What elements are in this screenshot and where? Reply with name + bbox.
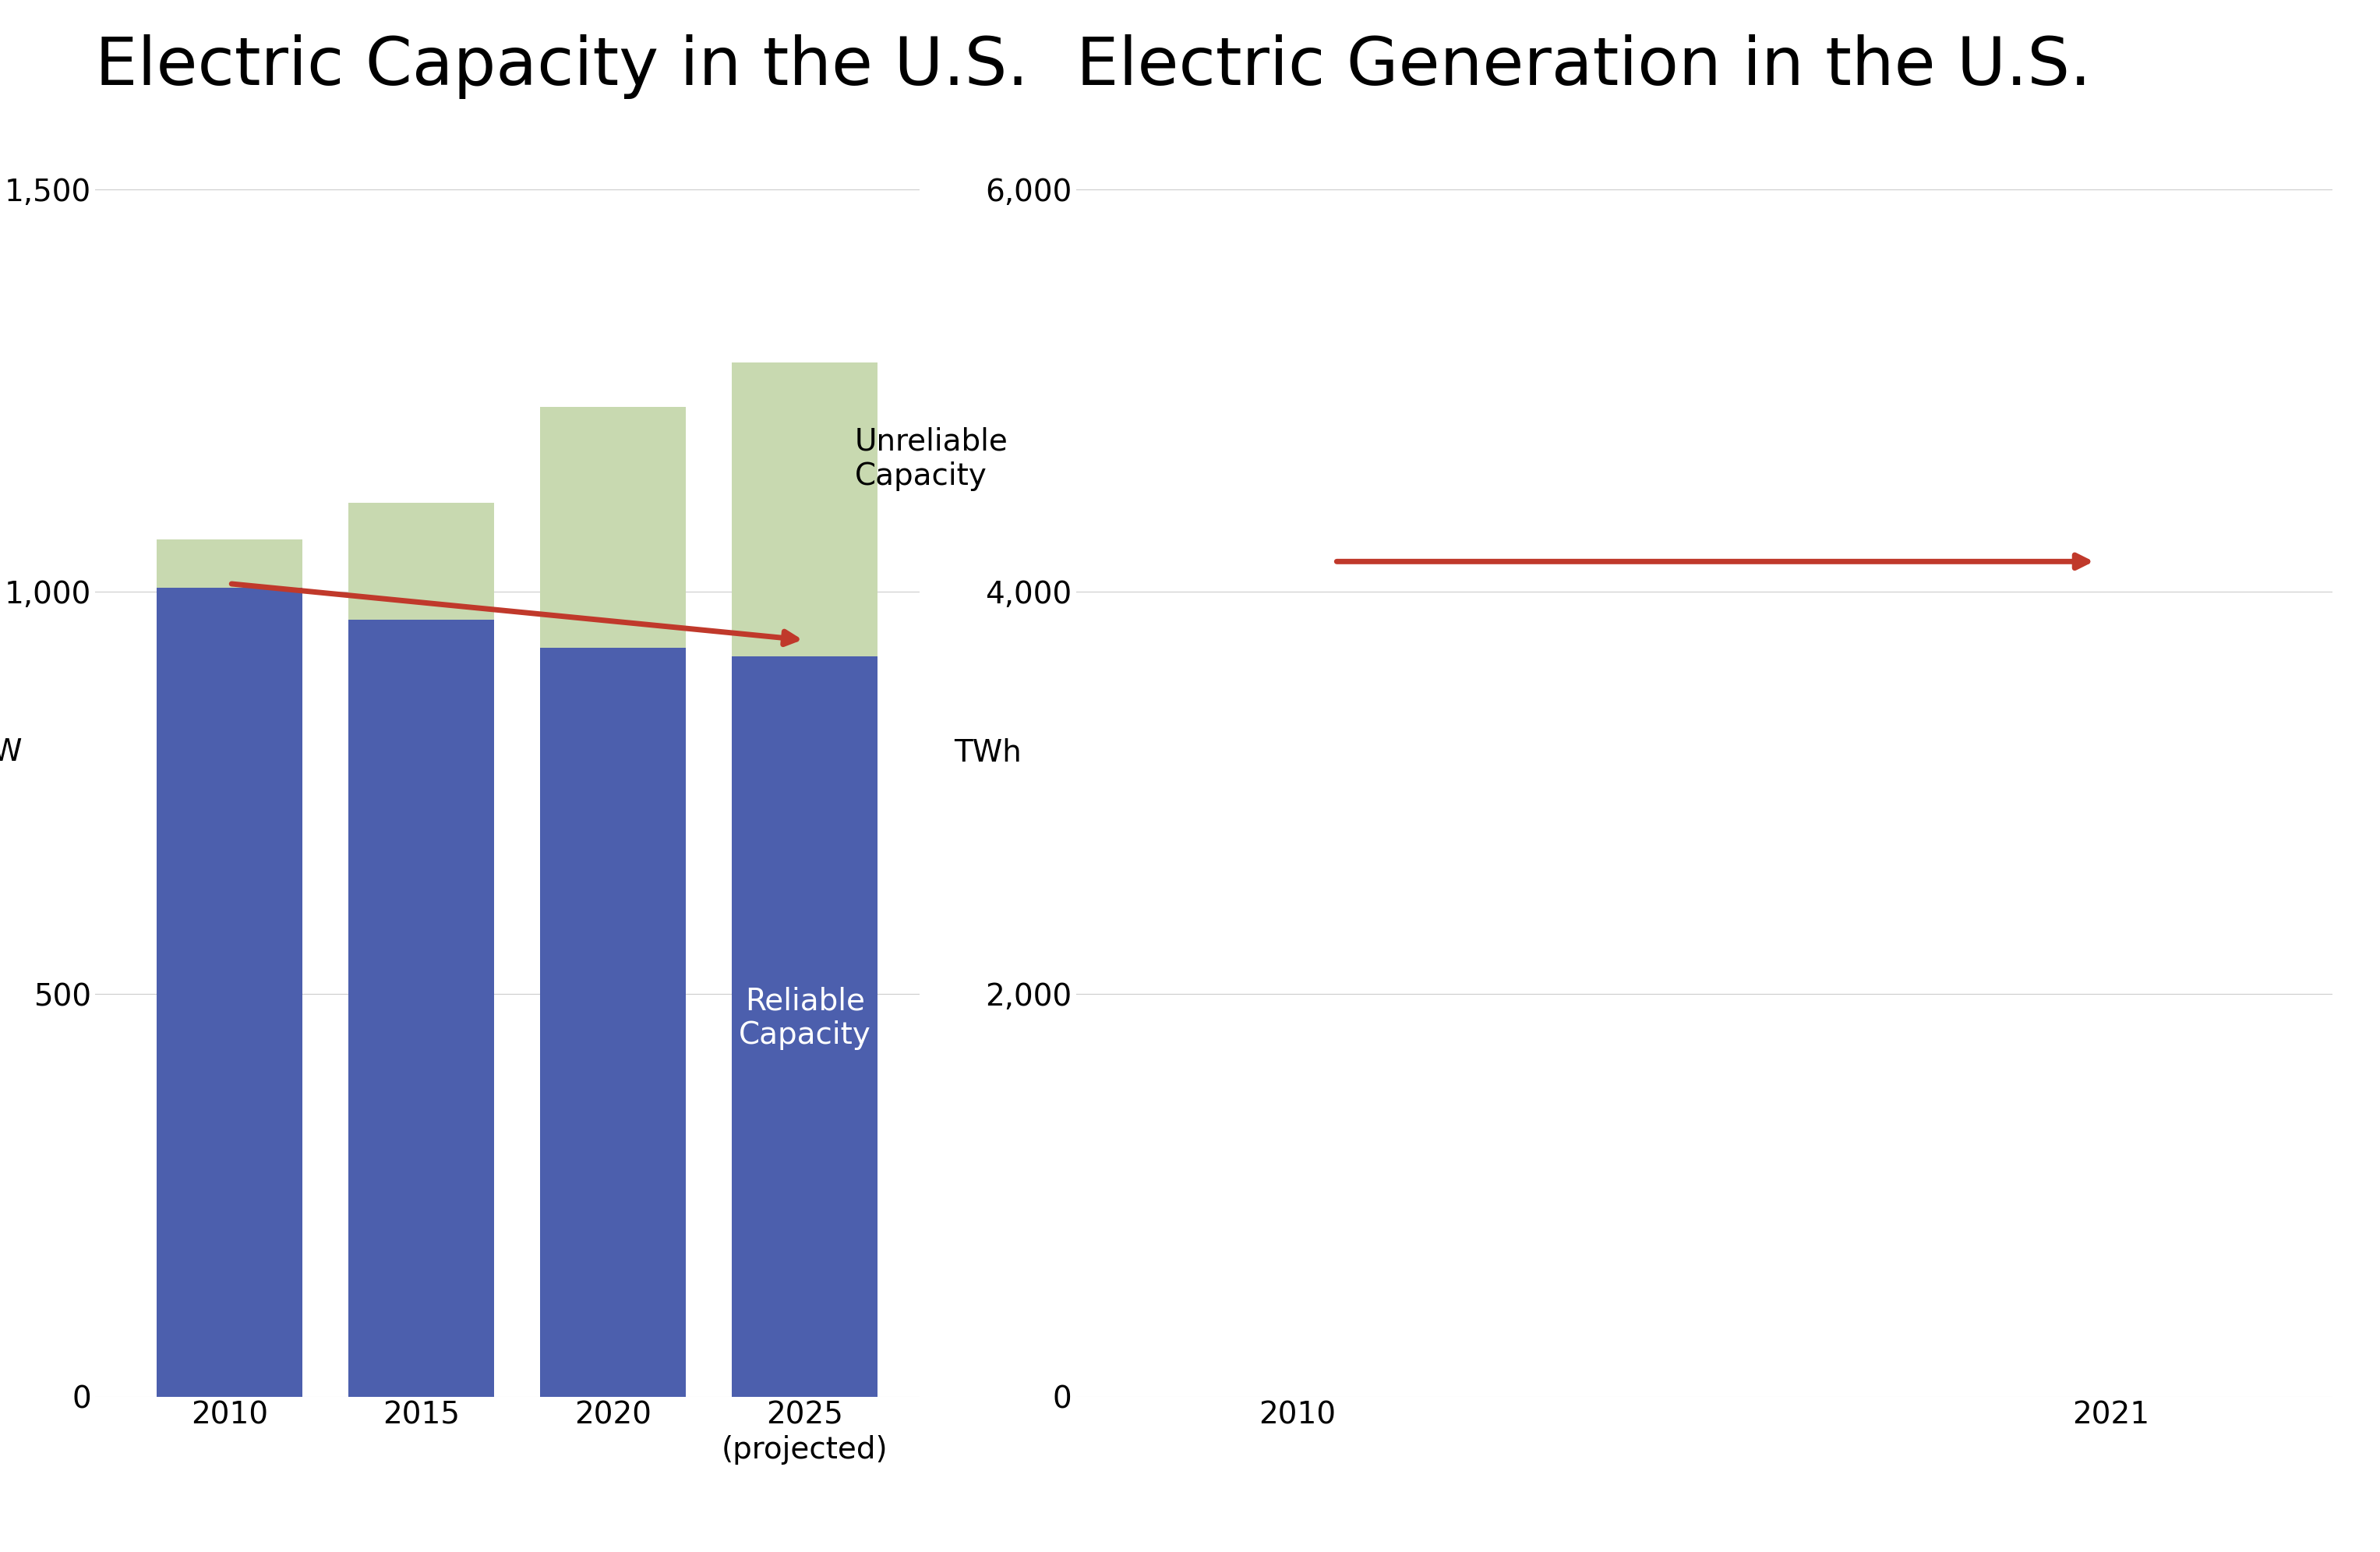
Text: Reliable
Capacity: Reliable Capacity <box>738 987 871 1051</box>
Text: Unreliable
Capacity: Unreliable Capacity <box>854 427 1009 490</box>
Bar <box>157 588 302 1397</box>
Bar <box>347 503 495 1397</box>
Text: Electric Capacity in the U.S.: Electric Capacity in the U.S. <box>95 34 1028 99</box>
Bar <box>157 540 302 1397</box>
Text: Electric Generation in the U.S.: Electric Generation in the U.S. <box>1076 34 2090 99</box>
Y-axis label: TWh: TWh <box>954 737 1021 768</box>
Bar <box>733 362 878 1397</box>
Y-axis label: GW: GW <box>0 737 24 768</box>
Bar <box>540 407 685 1397</box>
Bar <box>733 656 878 1397</box>
Bar <box>347 619 495 1397</box>
Bar <box>540 649 685 1397</box>
